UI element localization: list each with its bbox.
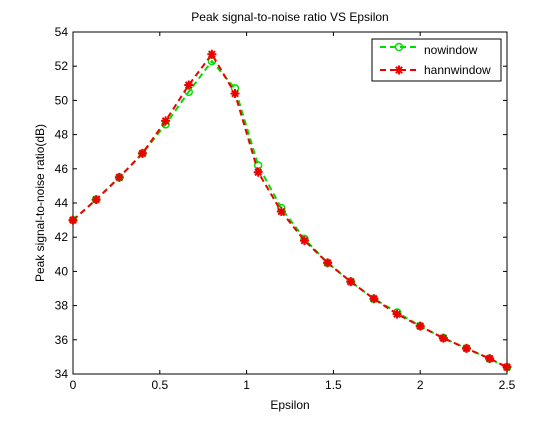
data-point-hannwindow: [137, 148, 147, 158]
y-tick-label: 52: [55, 59, 69, 73]
data-point-hannwindow: [346, 277, 356, 287]
legend-label-nowindow: nowindow: [424, 43, 478, 57]
x-tick-label: 1: [243, 378, 250, 392]
series-line-hannwindow: [72, 52, 508, 369]
x-tick-label: 0: [70, 378, 77, 392]
y-tick-label: 34: [55, 367, 69, 381]
data-point-hannwindow: [161, 116, 171, 126]
y-tick-label: 36: [55, 333, 69, 347]
data-point-hannwindow: [502, 362, 512, 372]
plot-area: [72, 31, 508, 375]
y-tick-label: 42: [55, 230, 69, 244]
data-point-hannwindow: [323, 258, 333, 268]
series-hannwindow: [68, 49, 512, 372]
chart-title: Peak signal-to-noise ratio VS Epsilon: [191, 10, 388, 24]
legend-label-hannwindow: hannwindow: [424, 63, 491, 77]
data-point-hannwindow: [276, 207, 286, 217]
y-tick-label: 46: [55, 162, 69, 176]
data-point-hannwindow: [68, 215, 78, 225]
y-tick-label: 50: [55, 93, 69, 107]
legend-marker-hannwindow: [394, 65, 404, 75]
legend-marker-nowindow: [394, 42, 404, 52]
y-tick-label: 54: [55, 25, 69, 39]
data-point-hannwindow: [207, 49, 217, 59]
y-axis-label: Peak signal-to-noise ratio(dB): [33, 124, 47, 282]
data-point-hannwindow: [461, 343, 471, 353]
data-point-hannwindow: [369, 294, 379, 304]
x-axis-ticks: 0 0.5 1 1.5 2 2.5: [70, 32, 516, 392]
y-tick-label: 38: [55, 299, 69, 313]
x-tick-label: 2.5: [499, 378, 516, 392]
legend-samples: [380, 42, 418, 75]
y-tick-label: 48: [55, 128, 69, 142]
data-point-hannwindow: [253, 167, 263, 177]
x-tick-label: 0.5: [151, 378, 168, 392]
data-point-hannwindow: [392, 309, 402, 319]
y-tick-label: 44: [55, 196, 69, 210]
data-point-hannwindow: [230, 89, 240, 99]
data-point-hannwindow: [114, 172, 124, 182]
data-point-hannwindow: [415, 321, 425, 331]
data-point-hannwindow: [438, 333, 448, 343]
data-point-hannwindow: [91, 195, 101, 205]
legend: nowindow hannwindow: [371, 38, 502, 82]
x-tick-label: 1.5: [325, 378, 342, 392]
data-point-hannwindow: [485, 354, 495, 364]
y-tick-label: 40: [55, 264, 69, 278]
data-point-hannwindow: [299, 236, 309, 246]
data-point-hannwindow: [184, 80, 194, 90]
x-tick-label: 2: [417, 378, 424, 392]
series-layer: [68, 49, 512, 372]
x-axis-label: Epsilon: [270, 398, 309, 412]
y-axis-ticks: 34 36 38 40 42 44 46 48 50 52 54: [55, 25, 507, 381]
